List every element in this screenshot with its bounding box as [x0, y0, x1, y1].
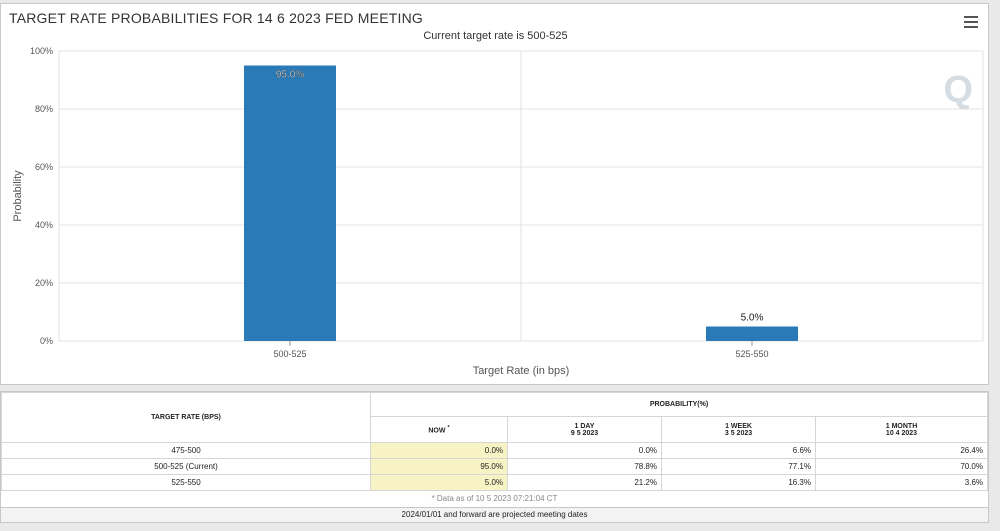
header-1week: 1 WEEK 3 5 2023 — [661, 416, 816, 443]
probability-table: TARGET RATE (BPS) PROBABILITY(%) NOW * 1… — [1, 392, 988, 505]
header-1week-label: 1 WEEK — [725, 422, 752, 430]
cell-1day: 0.0% — [507, 442, 662, 459]
cell-1month: 70.0% — [815, 458, 988, 475]
cell-target: 500-525 (Current) — [1, 458, 371, 475]
chart-panel: TARGET RATE PROBABILITIES FOR 14 6 2023 … — [0, 3, 989, 385]
x-tick-label: 500-525 — [273, 349, 306, 359]
cell-1week: 16.3% — [661, 474, 816, 491]
header-now: NOW * — [370, 416, 508, 443]
cell-now: 5.0% — [370, 474, 508, 491]
q-logo-watermark-icon: Q — [943, 69, 973, 111]
header-1month-label: 1 MONTH — [885, 422, 918, 430]
data-timestamp-note: * Data as of 10 5 2023 07:21:04 CT — [431, 493, 558, 503]
cell-now: 0.0% — [370, 442, 508, 459]
bar-chart: 0% 20% 40% 60% 80% 100% 95.0% 500-525 5.0% 525-55… — [12, 46, 984, 377]
probability-table-panel: TARGET RATE (BPS) PROBABILITY(%) NOW * 1… — [0, 391, 989, 523]
chart-title: TARGET RATE PROBABILITIES FOR 14 6 2023 … — [9, 10, 423, 26]
header-probability: PROBABILITY(%) — [370, 392, 988, 417]
y-tick-label: 80% — [35, 104, 53, 114]
projected-dates-footer: 2024/01/01 and forward are projected mee… — [0, 507, 989, 523]
data-label: 95.0% — [276, 70, 304, 81]
table-row: 475-500 0.0% 0.0% 6.6% 26.4% — [1, 442, 988, 459]
cell-target: 475-500 — [1, 442, 371, 459]
cell-1month: 3.6% — [815, 474, 988, 491]
bar-525-550 — [706, 326, 798, 341]
table-row: 525-550 5.0% 21.2% 16.3% 3.6% — [1, 474, 988, 491]
y-tick-label: 0% — [40, 336, 53, 346]
y-tick-label: 100% — [30, 46, 53, 56]
bar-500-525 — [244, 65, 336, 341]
cell-target: 525-550 — [1, 474, 371, 491]
x-tick-label: 525-550 — [735, 349, 768, 359]
table-row: 500-525 (Current) 95.0% 78.8% 77.1% 70.0… — [1, 458, 988, 475]
header-1month: 1 MONTH 10 4 2023 — [815, 416, 988, 443]
x-axis-title: Target Rate (in bps) — [473, 365, 570, 377]
header-now-label: NOW — [428, 427, 446, 435]
y-tick-label: 60% — [35, 162, 53, 172]
header-now-mark: * — [447, 424, 450, 431]
header-1day-date: 9 5 2023 — [570, 429, 599, 437]
header-1day: 1 DAY 9 5 2023 — [507, 416, 662, 443]
chart-subtitle: Current target rate is 500-525 — [423, 30, 568, 42]
y-axis-title: Probability — [12, 170, 24, 222]
cell-1week: 6.6% — [661, 442, 816, 459]
hamburger-menu-icon[interactable] — [964, 16, 978, 28]
header-1month-date: 10 4 2023 — [885, 429, 918, 437]
cell-1day: 78.8% — [507, 458, 662, 475]
cell-now: 95.0% — [370, 458, 508, 475]
cell-1day: 21.2% — [507, 474, 662, 491]
data-label: 5.0% — [741, 313, 764, 324]
y-tick-label: 20% — [35, 278, 53, 288]
header-target-rate: TARGET RATE (BPS) — [1, 392, 371, 443]
header-1day-label: 1 DAY — [574, 422, 595, 430]
header-1week-date: 3 5 2023 — [724, 429, 753, 437]
cell-1week: 77.1% — [661, 458, 816, 475]
cell-1month: 26.4% — [815, 442, 988, 459]
y-tick-label: 40% — [35, 220, 53, 230]
